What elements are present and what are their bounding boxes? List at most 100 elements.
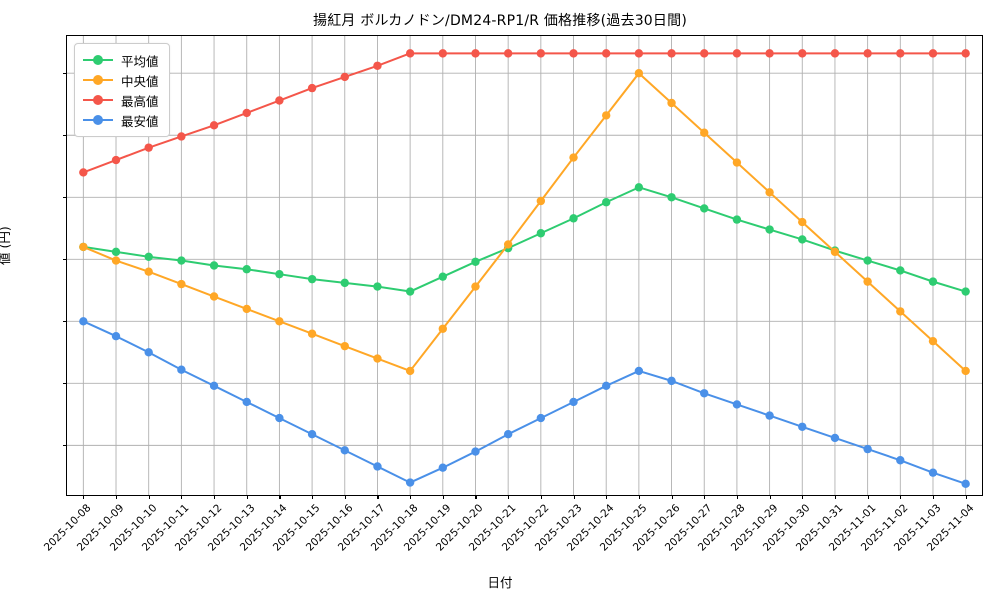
data-point (307, 430, 317, 439)
data-point (863, 444, 872, 454)
data-point (536, 229, 546, 238)
data-point (830, 433, 840, 443)
data-point (209, 261, 219, 270)
data-point (471, 447, 480, 456)
data-point (863, 277, 872, 286)
data-point (536, 49, 546, 58)
data-point (503, 430, 513, 439)
data-point (111, 256, 121, 265)
data-point (634, 69, 644, 78)
data-point (242, 304, 251, 314)
legend-label: 最安値 (121, 113, 159, 129)
data-point (700, 204, 709, 213)
data-point (503, 240, 513, 249)
data-point (602, 111, 611, 120)
data-point (667, 49, 676, 58)
x-tick-mark (540, 495, 542, 499)
data-point (307, 274, 317, 284)
data-point (798, 422, 807, 431)
x-tick-mark (606, 495, 608, 499)
legend-marker-icon (83, 53, 113, 67)
legend-marker-icon (83, 73, 113, 87)
data-point (896, 266, 905, 275)
x-tick-mark (246, 495, 248, 499)
x-tick-mark (932, 495, 935, 499)
data-point (373, 61, 382, 70)
data-point (569, 397, 578, 407)
series-line-2 (82, 52, 967, 174)
data-point (732, 215, 742, 224)
y-tick-mark (63, 383, 67, 385)
data-point (765, 411, 774, 420)
legend-item-2[interactable]: 最高値 (83, 90, 159, 110)
data-point (307, 83, 317, 93)
data-point (732, 158, 742, 167)
data-point (863, 49, 872, 58)
legend-item-1[interactable]: 中央値 (83, 70, 159, 90)
data-point (209, 121, 219, 130)
x-tick-mark (802, 495, 804, 499)
x-tick-mark (867, 495, 869, 499)
data-point (732, 400, 742, 409)
data-point (928, 336, 938, 346)
x-tick-mark (704, 495, 706, 499)
data-point (242, 397, 251, 407)
data-point (536, 413, 546, 423)
x-tick-mark (148, 495, 150, 499)
x-tick-mark (410, 495, 412, 499)
legend-label: 中央値 (121, 73, 159, 89)
data-point (438, 49, 447, 58)
legend-item-3[interactable]: 最安値 (83, 110, 159, 130)
x-tick-mark (900, 495, 902, 499)
data-point (340, 278, 349, 288)
data-point (765, 49, 774, 58)
data-point (765, 225, 774, 234)
data-point (111, 155, 121, 165)
data-point (602, 49, 611, 58)
data-point (405, 287, 415, 296)
legend-label: 最高値 (121, 93, 159, 109)
x-tick-mark (834, 495, 837, 499)
data-point (79, 168, 88, 177)
data-point (144, 252, 153, 262)
data-point (700, 49, 709, 58)
series-lines (79, 49, 970, 489)
legend-marker-icon (83, 93, 113, 107)
x-tick-mark (508, 495, 510, 499)
data-point (340, 341, 349, 351)
data-point (732, 49, 742, 58)
data-point (830, 49, 840, 58)
data-point (503, 49, 513, 58)
data-point (765, 188, 774, 197)
y-tick-mark (63, 259, 67, 261)
y-tick-mark (63, 135, 67, 137)
data-point (209, 381, 219, 391)
legend-item-0[interactable]: 平均値 (83, 50, 159, 70)
chart-title: 揚紅月 ボルカノドン/DM24-RP1/R 価格推移(過去30日間) (313, 13, 687, 29)
x-tick-mark (965, 495, 967, 499)
data-point (438, 324, 447, 333)
chart-legend[interactable]: 平均値中央値最高値最安値 (74, 43, 170, 137)
data-point (896, 456, 905, 465)
data-point (275, 413, 284, 423)
data-point (863, 256, 872, 265)
data-point (144, 348, 153, 357)
data-point (405, 49, 415, 58)
data-point (373, 282, 382, 291)
x-tick-mark (116, 495, 118, 499)
data-point (471, 49, 480, 58)
data-point (569, 153, 578, 162)
data-point (798, 217, 807, 227)
x-tick-mark (638, 495, 640, 499)
data-point (177, 256, 186, 265)
data-point (961, 49, 970, 58)
x-tick-mark (377, 495, 379, 499)
x-tick-mark (769, 495, 771, 499)
data-point (928, 468, 938, 477)
data-point (798, 235, 807, 244)
data-point (471, 257, 480, 266)
data-point (177, 132, 186, 141)
data-point (634, 49, 644, 58)
data-point (340, 72, 349, 82)
